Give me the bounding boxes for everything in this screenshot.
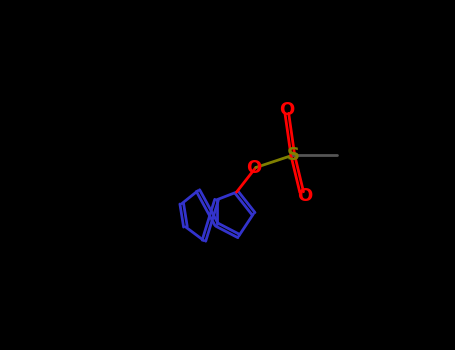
Text: O: O: [279, 101, 294, 119]
Text: O: O: [247, 159, 262, 176]
Text: O: O: [298, 187, 313, 204]
Text: S: S: [286, 146, 299, 164]
